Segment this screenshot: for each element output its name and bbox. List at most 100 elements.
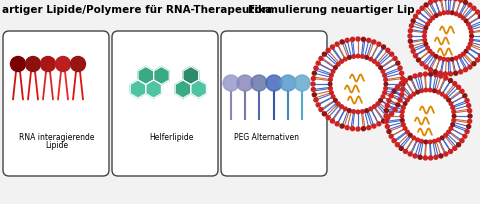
Circle shape <box>446 12 450 15</box>
Circle shape <box>398 99 402 102</box>
Circle shape <box>384 120 388 124</box>
Circle shape <box>322 53 326 57</box>
Circle shape <box>468 66 472 70</box>
Circle shape <box>361 127 365 131</box>
Circle shape <box>56 57 71 72</box>
Circle shape <box>425 14 471 60</box>
Circle shape <box>472 62 476 67</box>
Circle shape <box>472 7 476 11</box>
Circle shape <box>384 87 387 91</box>
Circle shape <box>417 11 420 15</box>
Circle shape <box>442 12 446 16</box>
Circle shape <box>460 90 464 94</box>
Circle shape <box>401 77 405 81</box>
Circle shape <box>464 50 468 54</box>
Circle shape <box>459 70 463 74</box>
Circle shape <box>468 109 472 113</box>
Circle shape <box>316 62 320 66</box>
Circle shape <box>396 62 400 66</box>
Circle shape <box>398 67 402 71</box>
Circle shape <box>384 83 388 86</box>
Circle shape <box>383 91 386 95</box>
FancyBboxPatch shape <box>3 32 109 176</box>
Circle shape <box>344 108 347 111</box>
Circle shape <box>463 94 467 98</box>
Circle shape <box>322 112 326 116</box>
Circle shape <box>348 56 351 60</box>
Circle shape <box>312 88 315 92</box>
Circle shape <box>449 127 453 131</box>
Circle shape <box>11 57 25 72</box>
Text: RNA interagierende: RNA interagierende <box>19 132 95 141</box>
Circle shape <box>400 72 404 76</box>
Circle shape <box>350 38 355 42</box>
Circle shape <box>456 143 461 147</box>
Circle shape <box>326 116 330 120</box>
Circle shape <box>356 38 360 42</box>
Circle shape <box>420 62 424 67</box>
Circle shape <box>452 119 456 122</box>
Circle shape <box>409 25 413 29</box>
Circle shape <box>377 122 381 126</box>
Polygon shape <box>146 81 161 99</box>
Circle shape <box>408 134 412 137</box>
Circle shape <box>379 99 383 103</box>
Circle shape <box>25 57 40 72</box>
Circle shape <box>393 108 397 112</box>
Circle shape <box>412 136 416 140</box>
Circle shape <box>223 76 239 92</box>
Circle shape <box>385 104 389 108</box>
Circle shape <box>444 152 448 156</box>
Circle shape <box>356 111 360 114</box>
Circle shape <box>335 43 339 47</box>
Circle shape <box>352 55 355 59</box>
Circle shape <box>406 99 409 102</box>
Circle shape <box>336 63 340 67</box>
Circle shape <box>444 95 447 99</box>
Circle shape <box>444 77 448 81</box>
Circle shape <box>402 91 454 142</box>
Circle shape <box>423 73 427 77</box>
Circle shape <box>409 45 413 49</box>
Circle shape <box>404 79 408 83</box>
Circle shape <box>422 35 426 39</box>
Circle shape <box>460 139 464 143</box>
Circle shape <box>438 13 442 17</box>
Circle shape <box>385 125 389 129</box>
Circle shape <box>416 138 420 142</box>
Circle shape <box>464 1 468 5</box>
Circle shape <box>454 72 458 76</box>
Circle shape <box>424 141 428 144</box>
Circle shape <box>348 109 351 113</box>
Circle shape <box>426 47 430 50</box>
Circle shape <box>352 110 355 114</box>
Circle shape <box>365 109 369 113</box>
Circle shape <box>312 77 315 81</box>
Circle shape <box>360 55 364 59</box>
Circle shape <box>334 67 337 70</box>
Circle shape <box>331 57 385 112</box>
Circle shape <box>468 43 472 47</box>
Circle shape <box>350 127 355 131</box>
Circle shape <box>423 39 427 43</box>
Circle shape <box>396 143 399 147</box>
Circle shape <box>382 120 385 123</box>
Circle shape <box>431 17 435 21</box>
Circle shape <box>413 75 417 79</box>
Circle shape <box>386 116 390 120</box>
Polygon shape <box>183 67 199 85</box>
Circle shape <box>389 94 393 98</box>
Circle shape <box>461 17 465 21</box>
Circle shape <box>377 43 381 47</box>
Circle shape <box>396 86 399 90</box>
Circle shape <box>335 122 339 126</box>
Circle shape <box>417 59 420 63</box>
Circle shape <box>431 53 435 57</box>
Circle shape <box>367 126 371 130</box>
Circle shape <box>400 119 404 122</box>
Circle shape <box>369 108 372 111</box>
Circle shape <box>379 67 383 70</box>
Circle shape <box>330 91 333 95</box>
Circle shape <box>330 120 335 123</box>
Circle shape <box>434 155 438 160</box>
